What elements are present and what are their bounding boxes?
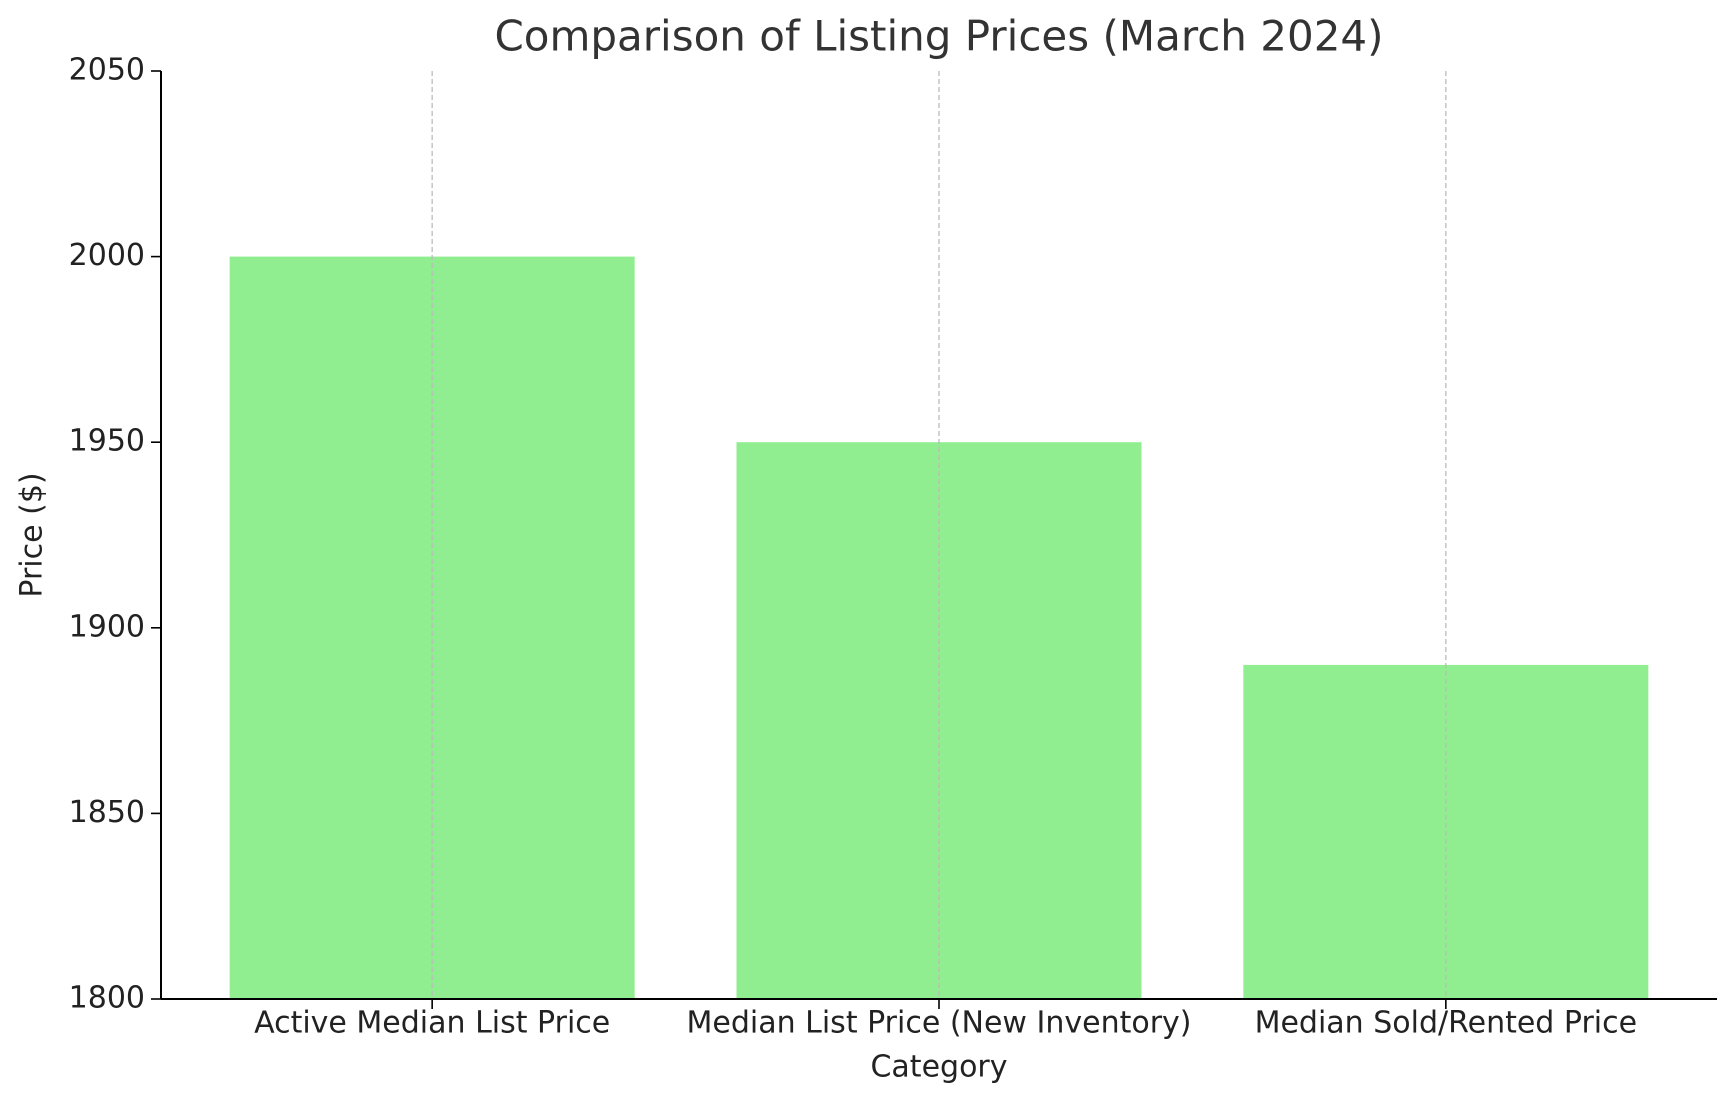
- y-tick-label: 2050: [69, 53, 145, 88]
- y-tick-label: 1900: [69, 609, 145, 644]
- x-tick-label: Median Sold/Rented Price: [1255, 1006, 1638, 1041]
- y-tick-label: 1850: [69, 795, 145, 830]
- x-axis-label: Category: [870, 1050, 1007, 1085]
- y-tick-label: 2000: [69, 238, 145, 273]
- chart-title: Comparison of Listing Prices (March 2024…: [494, 12, 1383, 61]
- y-axis-label: Price ($): [15, 472, 50, 597]
- x-tick-label: Median List Price (New Inventory): [686, 1006, 1191, 1041]
- y-tick-label: 1950: [69, 424, 145, 459]
- y-tick-label: 1800: [69, 981, 145, 1016]
- x-tick-label: Active Median List Price: [254, 1006, 610, 1041]
